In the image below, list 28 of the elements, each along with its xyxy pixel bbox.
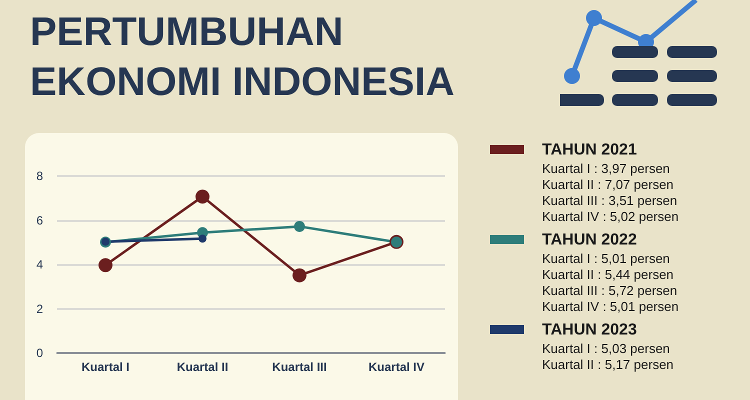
- text: Kuartal I : 3,97 persen: [542, 161, 670, 176]
- point: [294, 220, 305, 232]
- text: Kuartal IV : 5,02 persen: [542, 209, 679, 224]
- chart-title: PERTUMBUHAN EKONOMI INDONESIA: [30, 10, 454, 104]
- x-tick-label: Kuartal III: [272, 360, 327, 374]
- y-tick-label: 2: [36, 302, 44, 316]
- text: Kuartal II : 7,07 persen: [542, 177, 674, 192]
- y-tick-label: 8: [36, 169, 44, 183]
- legend-label: TAHUN 2023: [542, 322, 637, 338]
- y-tick-label: 0: [36, 346, 44, 360]
- text: Kuartal II : 5,17 persen: [542, 357, 674, 372]
- point: [292, 268, 306, 282]
- y-tick-label: 4: [36, 258, 44, 272]
- legend-label: TAHUN 2021: [542, 142, 637, 158]
- point: [198, 234, 206, 243]
- text: Kuartal II : 5,44 persen: [542, 267, 674, 282]
- text: Kuartal IV : 5,01 persen: [542, 299, 679, 314]
- point: [98, 258, 112, 272]
- text: Kuartal I : 5,03 persen: [542, 341, 670, 356]
- x-tick-label: Kuartal II: [176, 360, 228, 374]
- y-tick-label: 6: [36, 213, 44, 228]
- x-tick-label: Kuartal I: [81, 360, 130, 374]
- text: Kuartal I : 5,01 persen: [542, 251, 670, 266]
- legend-label: TAHUN 2022: [542, 232, 637, 248]
- text: Kuartal III : 5,72 persen: [542, 283, 678, 298]
- x-tick-label: Kuartal IV: [368, 360, 425, 374]
- text: Kuartal III : 3,51 persen: [542, 193, 678, 208]
- point: [196, 190, 210, 204]
